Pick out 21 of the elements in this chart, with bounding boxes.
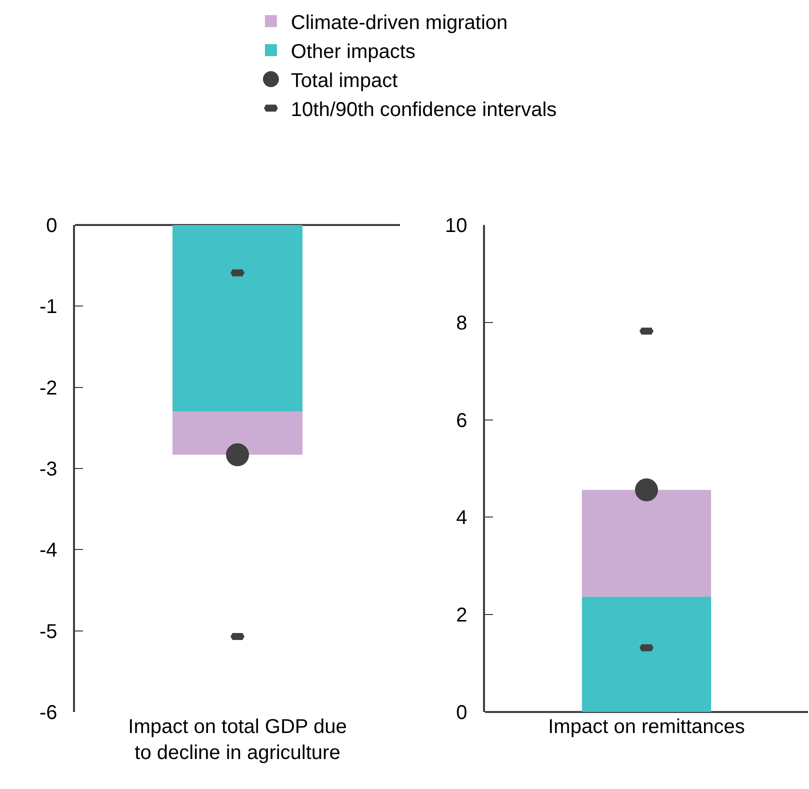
- y-tick-label: -2: [39, 377, 58, 400]
- legend-label: Total impact: [290, 70, 398, 92]
- x-tick-label: Impact on remittances: [548, 716, 745, 738]
- y-tick-label: -4: [39, 540, 58, 562]
- legend-label: Climate-driven migration: [290, 12, 508, 34]
- legend-label: Other impacts: [290, 40, 416, 63]
- x-tick-label: Impact on total GDP due to decline in agriculture: [128, 716, 347, 764]
- y-tick-label: 6: [456, 410, 468, 432]
- y-tick-label: 4: [456, 507, 468, 530]
- y-tick-label: -5: [39, 620, 58, 643]
- legend-label: 10th/90th confidence intervals: [290, 98, 557, 121]
- y-tick-label: 0: [46, 215, 58, 237]
- y-tick-label: -6: [39, 702, 58, 724]
- y-tick-label: 0: [456, 702, 468, 724]
- y-tick-label: -1: [39, 296, 58, 318]
- y-tick-label: -3: [39, 458, 58, 480]
- point: [226, 443, 249, 466]
- point: [635, 478, 658, 502]
- y-tick-label: 8: [456, 312, 468, 334]
- y-tick-label: 10: [445, 215, 468, 237]
- y-tick-label: 2: [456, 604, 468, 627]
